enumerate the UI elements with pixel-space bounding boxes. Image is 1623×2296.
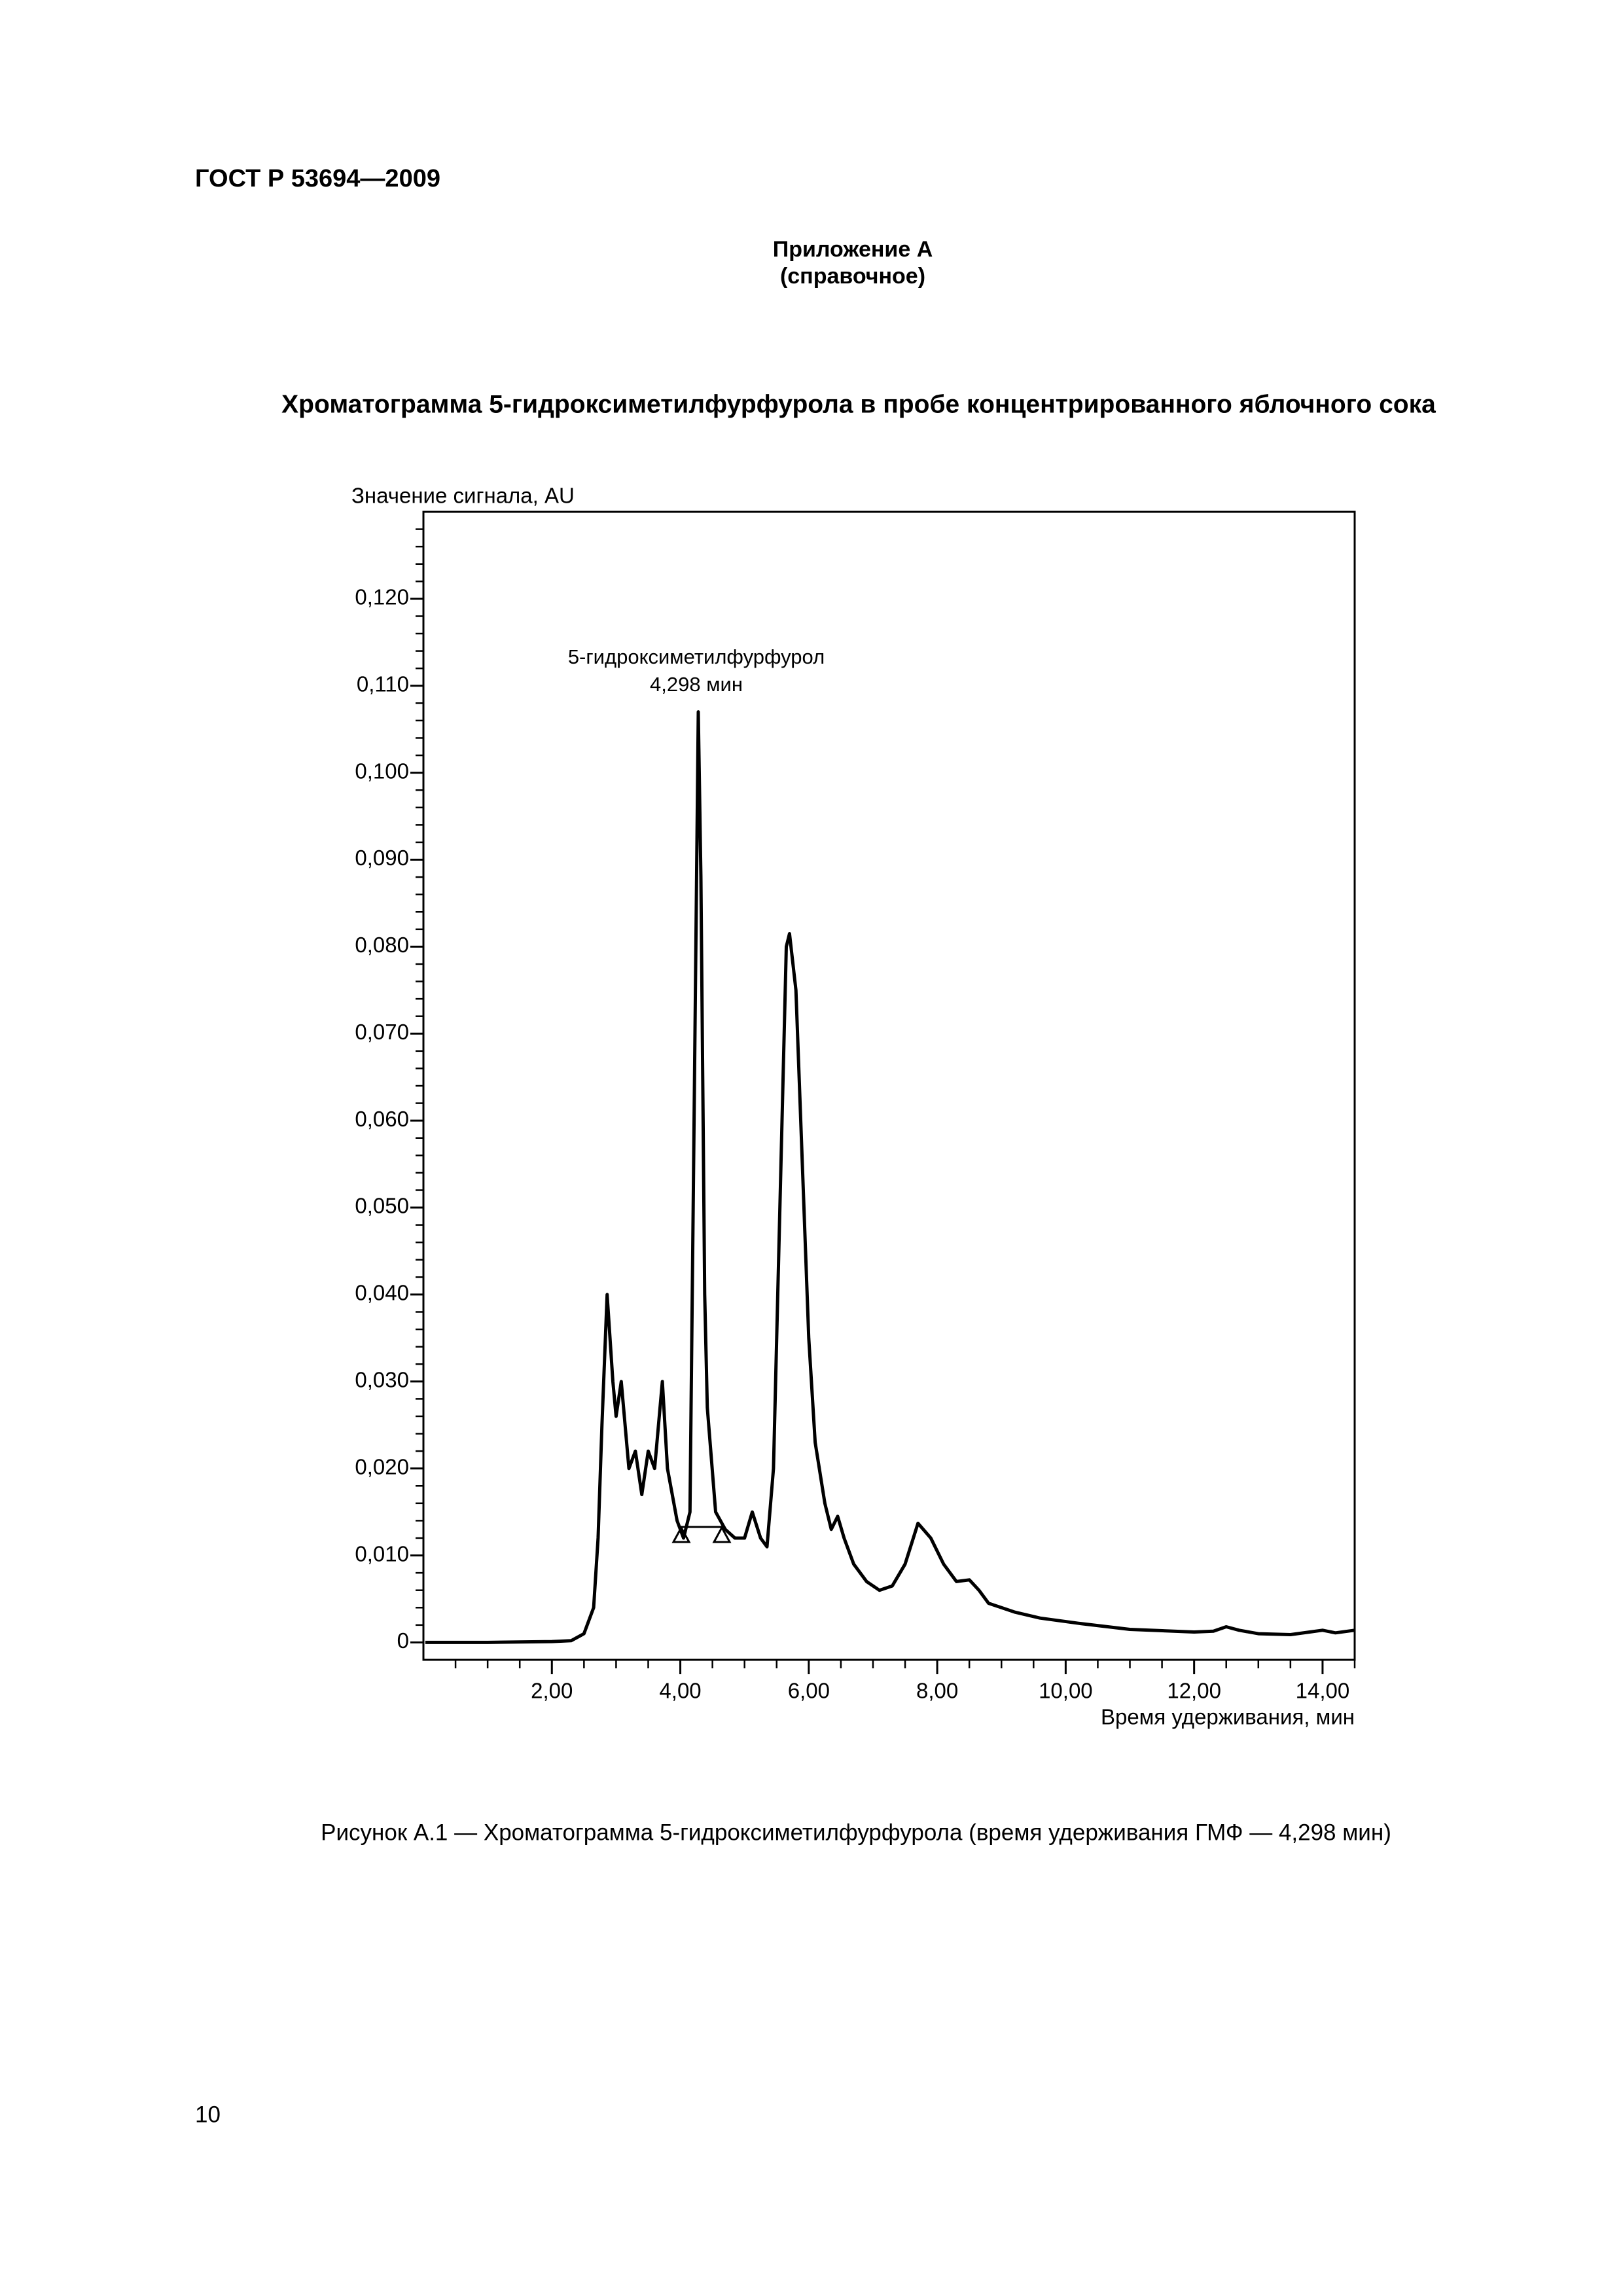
y-tick-label: 0,090 bbox=[355, 846, 409, 870]
page-number: 10 bbox=[195, 2102, 221, 2127]
header: ГОСТ Р 53694—2009 bbox=[195, 165, 440, 192]
y-tick-label: 0,040 bbox=[355, 1281, 409, 1305]
x-tick-label: 6,00 bbox=[788, 1679, 830, 1703]
appendix-title: Приложение А bbox=[773, 237, 933, 262]
y-tick-label: 0,010 bbox=[355, 1541, 409, 1566]
x-tick-label: 12,00 bbox=[1167, 1679, 1221, 1703]
y-tick-label: 0,080 bbox=[355, 933, 409, 957]
y-tick-label: 0,020 bbox=[355, 1454, 409, 1479]
y-tick-label: 0 bbox=[397, 1628, 409, 1653]
y-tick-label: 0,050 bbox=[355, 1194, 409, 1218]
y-tick-label: 0,110 bbox=[357, 672, 409, 696]
peak-annotation: 4,298 мин bbox=[650, 673, 743, 696]
appendix-status: (справочное) bbox=[780, 264, 925, 289]
figure-title: Хроматограмма 5-гидроксиметилфурфурола в… bbox=[281, 390, 1436, 418]
y-tick-label: 0,100 bbox=[355, 759, 409, 783]
x-tick-label: 2,00 bbox=[531, 1679, 573, 1703]
caption: Рисунок А.1 — Хроматограмма 5-гидроксиме… bbox=[321, 1820, 1391, 1845]
y-tick-label: 0,030 bbox=[355, 1368, 409, 1392]
y-tick-label: 0,060 bbox=[355, 1107, 409, 1131]
y-axis-label: Значение сигнала, AU bbox=[351, 484, 575, 508]
x-tick-label: 10,00 bbox=[1039, 1679, 1093, 1703]
x-tick-label: 14,00 bbox=[1296, 1679, 1350, 1703]
y-tick-label: 0,070 bbox=[355, 1020, 409, 1044]
y-tick-label: 0,120 bbox=[355, 585, 409, 609]
x-axis-label: Время удерживания, мин bbox=[1101, 1705, 1355, 1729]
chart: 0 0,010 0,020 0,030 0,040 0,050 0,060 0,070 0,08… bbox=[355, 511, 1356, 1703]
integration-marker bbox=[712, 1525, 732, 1543]
x-tick-label: 8,00 bbox=[916, 1679, 958, 1703]
integration-marker bbox=[671, 1525, 691, 1543]
chromatogram-line bbox=[425, 710, 1355, 1644]
x-tick-label: 4,00 bbox=[659, 1679, 701, 1703]
peak-annotation: 5-гидроксиметилфурфурол bbox=[568, 645, 825, 668]
